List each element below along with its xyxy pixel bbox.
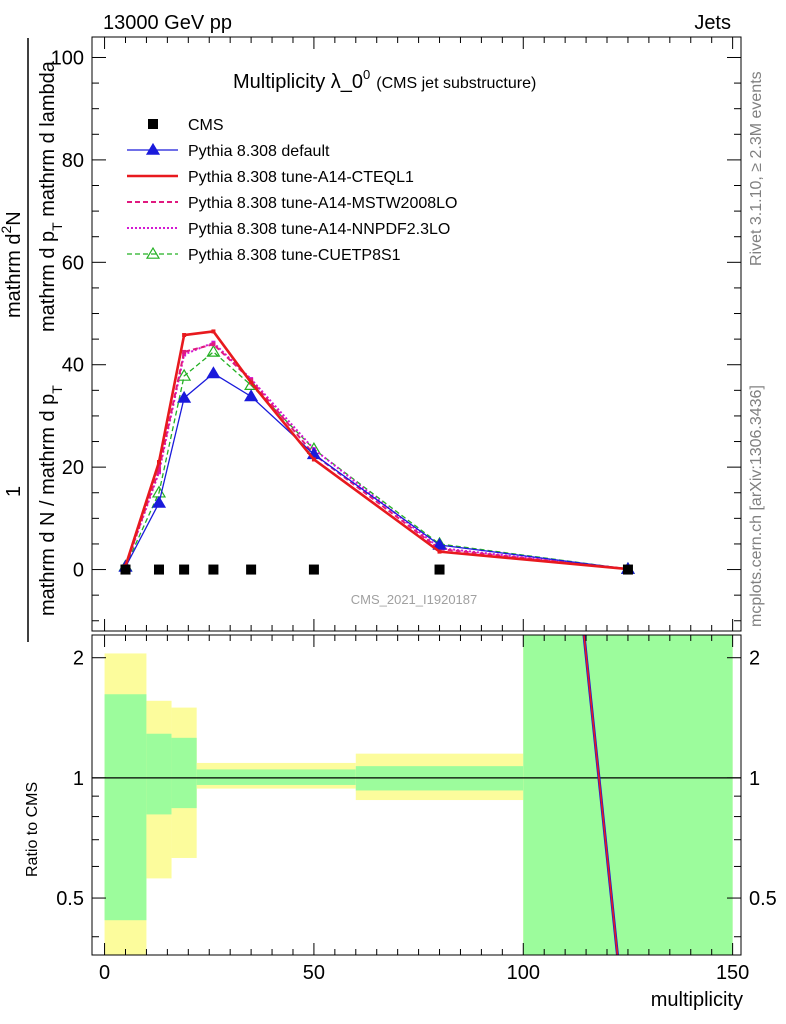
main-panel: 0 20 40 60 80 100 CMS Pythia 8.308 default Pythi… — [51, 36, 742, 632]
series-point — [432, 537, 447, 550]
cms-point — [246, 564, 257, 575]
series-point — [211, 342, 216, 347]
series-point — [249, 380, 254, 385]
legend: CMS Pythia 8.308 default Pythia 8.308 tune… — [127, 117, 457, 264]
series-point — [437, 549, 442, 554]
main-ytick-label: 40 — [62, 355, 84, 377]
rivet-label: Rivet 3.1.10, ≥ 2.3M events — [748, 71, 765, 266]
chart-title: Multiplicity λ_00 (CMS jet substructure) — [233, 67, 536, 93]
main-ylabel: 1 mathrm d N / mathrm d pT mathrm d2N ma… — [0, 38, 65, 642]
ratio-ytick-label: 0.5 — [56, 888, 84, 910]
series-line — [124, 330, 629, 571]
main-ytick-label: 0 — [73, 560, 84, 582]
series-point — [182, 333, 187, 338]
ylabel-num-sup: 2 — [0, 226, 14, 234]
ratio-ytick-label: 1 — [73, 768, 84, 790]
ylabel-num-tail: N — [3, 211, 25, 225]
watermark: CMS_2021_I1920187 — [351, 592, 478, 607]
chart-title-suffix: (CMS jet substructure) — [376, 75, 536, 92]
series-point — [156, 467, 161, 472]
cms-point — [120, 564, 131, 575]
cms-point — [434, 564, 445, 575]
ratio-xtick-label: 50 — [303, 962, 325, 984]
chart-title-sup: 0 — [363, 67, 370, 82]
ratio-xtick-label: 0 — [99, 962, 110, 984]
ylabel-numerator: mathrm d2N — [0, 211, 25, 318]
main-ytick-label: 80 — [62, 150, 84, 172]
band-inner — [196, 769, 356, 785]
legend-label: Pythia 8.308 tune-CUETP8S1 — [188, 247, 401, 264]
cms-point — [622, 564, 633, 575]
ylabel-lambda: mathrm d lambda — [37, 60, 59, 222]
band-inner — [523, 635, 733, 955]
band-inner — [146, 733, 172, 815]
ratio-ytick-label: 2 — [73, 648, 84, 670]
series-line — [124, 351, 629, 570]
legend-label: Pythia 8.308 tune-A14-MSTW2008LO — [188, 195, 457, 212]
legend-label: CMS — [188, 117, 224, 134]
series-point — [206, 366, 221, 379]
series-point — [211, 329, 216, 334]
series-point — [249, 378, 254, 383]
series-line — [124, 343, 629, 571]
legend-label: Pythia 8.308 tune-A14-NNPDF2.3LO — [188, 221, 450, 238]
header-left: 13000 GeV pp — [103, 12, 232, 34]
main-ytick-label: 60 — [62, 252, 84, 274]
main-ytick-label: 100 — [51, 47, 84, 69]
ratio-xtick-label: 100 — [507, 962, 540, 984]
ratio-ylabel: Ratio to CMS — [24, 782, 41, 877]
ratio-ytick-label-right: 0.5 — [749, 888, 777, 910]
legend-marker — [145, 142, 161, 155]
series-point — [206, 344, 221, 357]
header-right: Jets — [694, 12, 731, 34]
ratio-xtick-label: 150 — [716, 962, 749, 984]
series-point — [244, 389, 259, 402]
ylabel-pt-lambda: mathrm d pT mathrm d lambda — [37, 60, 65, 332]
ylabel-pt: mathrm d p — [37, 231, 59, 332]
ylabel-one: 1 — [3, 486, 25, 497]
legend-marker — [148, 119, 158, 129]
ylabel-den-part1: mathrm d N / mathrm d p — [37, 394, 59, 616]
ylabel-den-sub: T — [49, 385, 65, 394]
legend-marker — [145, 246, 161, 259]
series-line — [124, 372, 629, 570]
ylabel-pt-sub: T — [49, 222, 65, 231]
mcplots-label: mcplots.cern.ch [arXiv:1306.3436] — [748, 385, 765, 627]
band-inner — [171, 737, 197, 809]
series-point — [151, 495, 167, 508]
series-point — [177, 390, 192, 403]
ratio-frame — [91, 634, 742, 956]
main-frame — [91, 36, 742, 632]
series-line — [124, 341, 629, 571]
chart-title-main: Multiplicity λ_0 — [233, 71, 363, 93]
cms-point — [208, 564, 219, 575]
cms-point — [153, 564, 164, 575]
ratio-line-cteql1 — [583, 635, 619, 955]
main-ytick-label: 20 — [62, 457, 84, 479]
ratio-ytick-label-right: 1 — [749, 768, 760, 790]
cms-point — [308, 564, 319, 575]
xlabel: multiplicity — [651, 989, 743, 1011]
legend-label: Pythia 8.308 default — [188, 143, 330, 160]
series-point — [311, 457, 316, 462]
ylabel-denominator: mathrm d N / mathrm d pT — [37, 385, 65, 616]
series-point — [177, 368, 192, 381]
ratio-panel: 0.5 0.5 1 1 2 2 0 50 100 150 — [56, 634, 777, 984]
cms-point — [179, 564, 190, 575]
band-inner — [104, 694, 147, 921]
series-point — [182, 349, 187, 354]
series-point — [156, 460, 161, 465]
ratio-bands — [92, 635, 741, 955]
ratio-ytick-label-right: 2 — [749, 648, 760, 670]
ylabel-num-main: mathrm d — [3, 234, 25, 318]
legend-label: Pythia 8.308 tune-A14-CTEQL1 — [188, 169, 414, 186]
